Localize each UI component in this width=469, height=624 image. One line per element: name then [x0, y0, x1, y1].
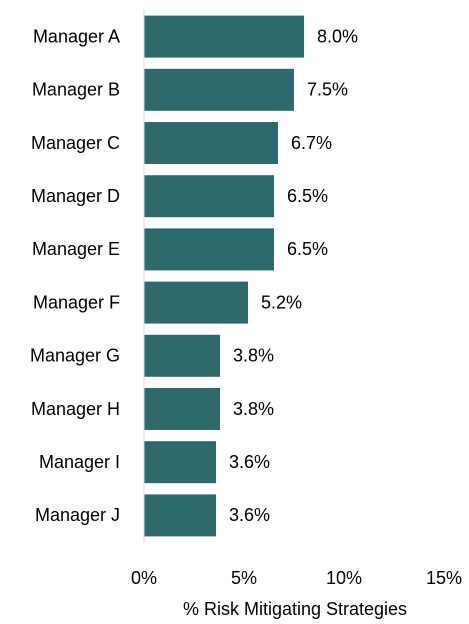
x-tick-label: 10% — [326, 568, 362, 588]
y-tick-label: Manager J — [35, 505, 120, 525]
value-label: 6.5% — [287, 239, 328, 259]
bar — [144, 281, 248, 324]
x-tick-label: 5% — [231, 568, 257, 588]
bar — [144, 122, 278, 164]
y-tick-label: Manager D — [31, 186, 120, 206]
x-tick-label: 0% — [131, 568, 157, 588]
bar — [144, 334, 220, 377]
bar — [144, 175, 274, 218]
y-tick-label: Manager A — [33, 26, 120, 46]
bar — [144, 441, 216, 484]
y-tick-label: Manager I — [39, 452, 120, 472]
bar — [144, 494, 216, 537]
x-tick-label: 15% — [426, 568, 462, 588]
y-tick-label: Manager H — [31, 399, 120, 419]
bar — [144, 388, 220, 430]
value-label: 5.2% — [261, 292, 302, 312]
value-label: 6.7% — [291, 133, 332, 153]
value-label: 6.5% — [287, 186, 328, 206]
y-tick-label: Manager B — [32, 80, 120, 100]
y-tick-label: Manager C — [31, 133, 120, 153]
value-label: 7.5% — [307, 80, 348, 100]
bar — [144, 68, 294, 111]
y-tick-label: Manager E — [32, 239, 120, 259]
bar — [144, 15, 304, 58]
value-label: 3.8% — [233, 346, 274, 366]
value-label: 8.0% — [317, 26, 358, 46]
value-label: 3.6% — [229, 505, 270, 525]
bar — [144, 228, 274, 271]
value-label: 3.6% — [229, 452, 270, 472]
y-tick-label: Manager G — [30, 346, 120, 366]
x-axis-title: % Risk Mitigating Strategies — [183, 599, 407, 619]
y-tick-label: Manager F — [33, 292, 120, 312]
value-label: 3.8% — [233, 399, 274, 419]
